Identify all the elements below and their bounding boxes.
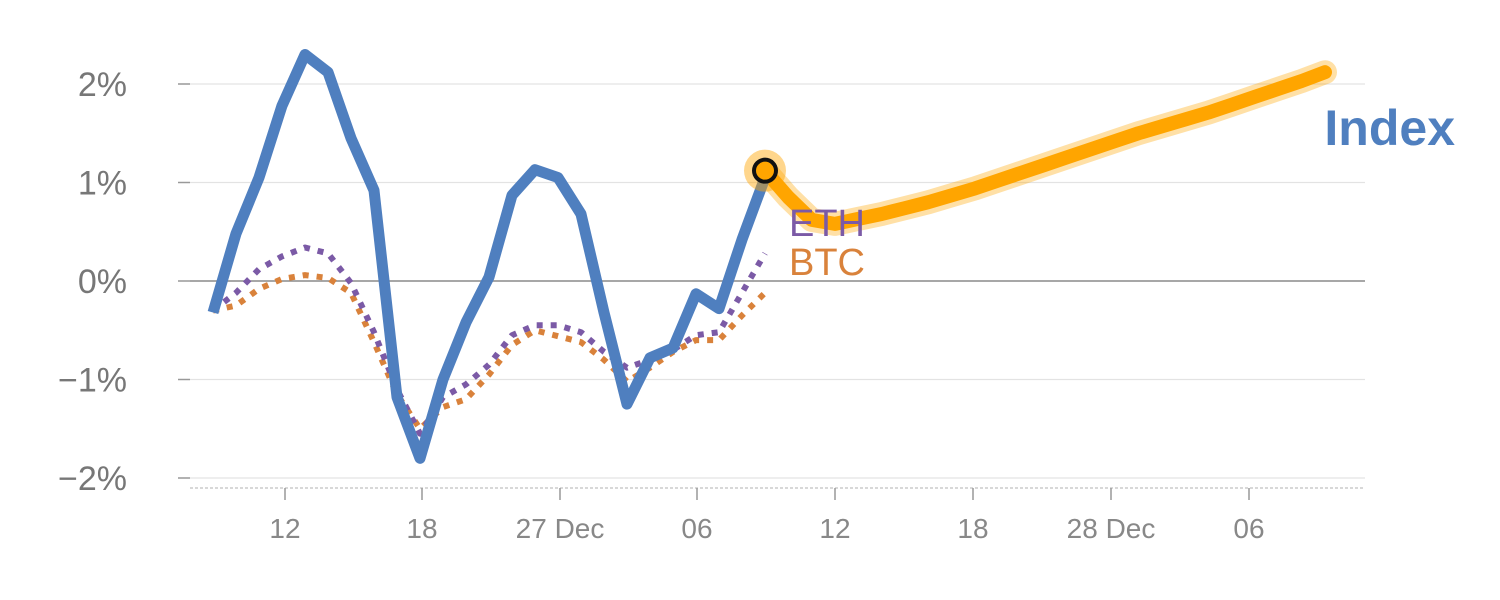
x-axis: 12 18 27 Dec 06 12 18 28 Dec 06: [190, 487, 1365, 544]
y-tick-label: −1%: [58, 362, 127, 400]
series-line-eth: [211, 244, 768, 437]
x-tick-label: 12: [269, 513, 300, 544]
projection-series: [753, 60, 1337, 236]
series-line-index: [207, 49, 771, 464]
y-axis: 2% 1% 0% −1% −2%: [58, 66, 190, 498]
gridlines: [190, 83, 1365, 479]
series-label-eth: ETH: [789, 203, 865, 245]
series-lines: [207, 49, 771, 464]
x-tick-label: 06: [681, 513, 712, 544]
series-line-btc: [212, 272, 768, 432]
y-tick-label: 0%: [78, 263, 127, 301]
y-tick-label: 2%: [78, 66, 127, 104]
latest-point-marker: [752, 157, 778, 184]
x-tick-label: 06: [1233, 513, 1264, 544]
series-label-btc: BTC: [789, 242, 865, 284]
x-tick-label: 18: [957, 513, 988, 544]
x-tick-label: 18: [406, 513, 437, 544]
x-tick-label: 27 Dec: [516, 513, 605, 544]
y-tick-label: 1%: [78, 165, 127, 203]
latest-point: [744, 149, 786, 192]
x-tick-label: 28 Dec: [1067, 513, 1156, 544]
projection-line: [758, 65, 1332, 231]
series-label-index: Index: [1324, 100, 1455, 156]
x-tick-label: 12: [819, 513, 850, 544]
y-tick-label: −2%: [58, 460, 127, 498]
